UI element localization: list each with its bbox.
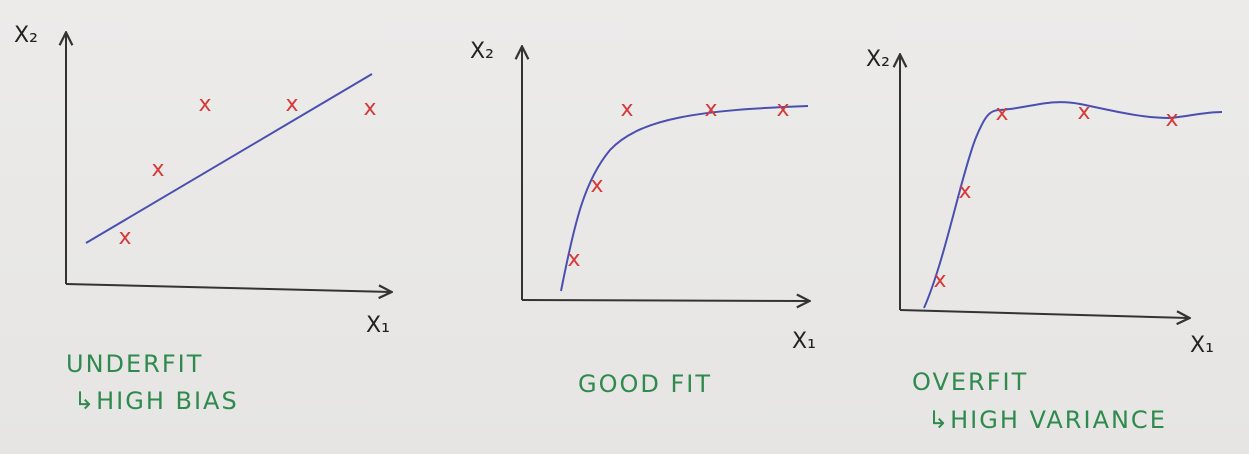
- data-point: x: [776, 97, 789, 122]
- data-point: x: [933, 268, 946, 293]
- caption-line-1: UNDERFIT: [66, 350, 203, 378]
- y-axis-label: X₂: [866, 47, 890, 72]
- data-point: x: [590, 173, 603, 198]
- x-axis-label: X₁: [366, 313, 390, 338]
- data-point: x: [704, 97, 717, 122]
- fit-curve: [923, 101, 1223, 309]
- y-axis-label: X₂: [470, 39, 494, 64]
- data-point: x: [198, 92, 211, 117]
- data-point: x: [285, 92, 298, 117]
- data-points: x x x x x: [933, 100, 1178, 293]
- x-axis-label: X₁: [792, 329, 816, 354]
- caption-line-2: ↳HIGH VARIANCE: [928, 406, 1167, 434]
- data-point: x: [151, 157, 164, 182]
- caption-line-1: GOOD FIT: [578, 370, 712, 398]
- x-axis: [65, 283, 390, 292]
- x-axis: [899, 309, 1188, 318]
- panel-overfit: X₂ X₁ x x x x x OVERFIT ↳HIGH VARIANCE: [866, 47, 1223, 434]
- data-point: x: [1077, 100, 1090, 125]
- x-axis: [521, 300, 808, 301]
- panel-underfit: X₂ X₁ x x x x x UNDERFIT ↳HIGH BIAS: [14, 23, 390, 415]
- data-point: x: [118, 225, 131, 250]
- data-points: x x x x x: [118, 92, 376, 250]
- data-points: x x x x x: [567, 97, 789, 272]
- fit-curve: [560, 105, 809, 292]
- caption-line-1: OVERFIT: [912, 368, 1028, 396]
- y-axis-label: X₂: [14, 23, 38, 48]
- data-point: x: [958, 179, 971, 204]
- x-axis-label: X₁: [1190, 333, 1214, 358]
- data-point: x: [1165, 107, 1178, 132]
- data-point: x: [363, 96, 376, 121]
- data-point: x: [995, 101, 1008, 126]
- fit-curve: [85, 73, 373, 244]
- caption-line-2: ↳HIGH BIAS: [74, 387, 239, 415]
- data-point: x: [567, 247, 580, 272]
- panel-good-fit: X₂ X₁ x x x x x GOOD FIT: [470, 39, 816, 398]
- data-point: x: [620, 97, 633, 122]
